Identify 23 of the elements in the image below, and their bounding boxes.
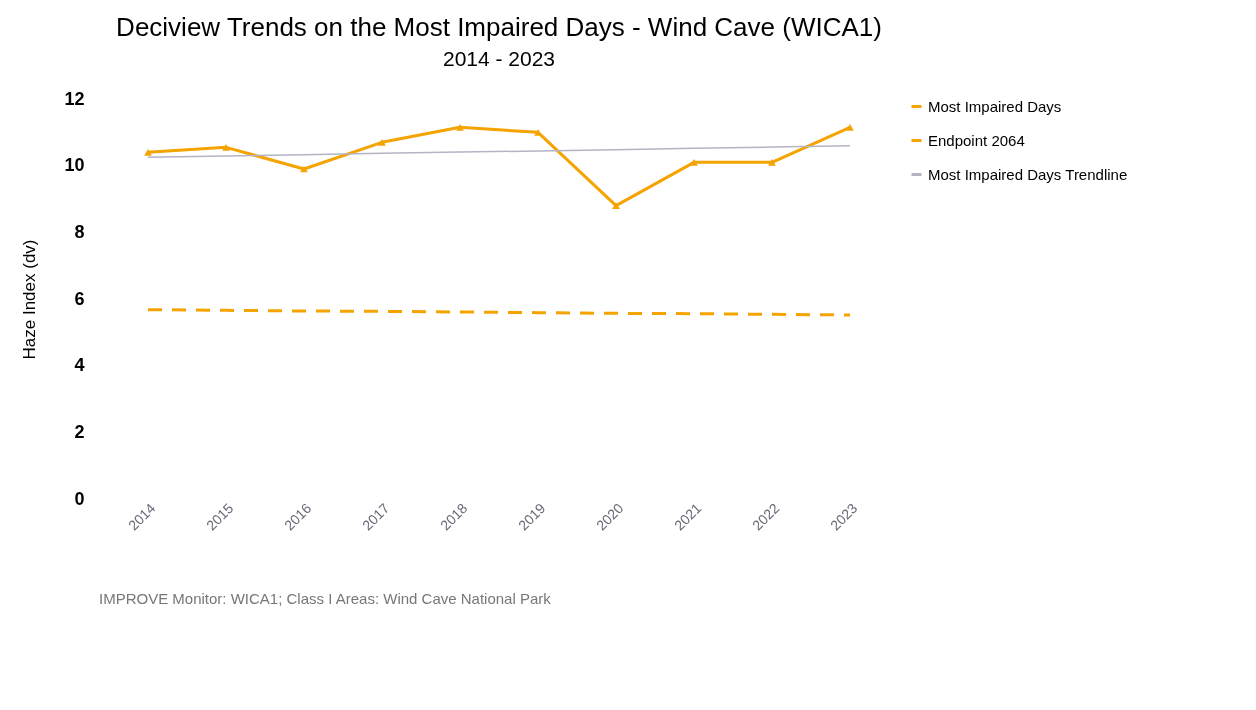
point bbox=[222, 143, 230, 151]
y-tick-label: 8 bbox=[74, 221, 85, 242]
y-tick-label: 2 bbox=[74, 421, 85, 442]
point bbox=[144, 148, 152, 156]
y-tick-label: 6 bbox=[74, 288, 85, 309]
y-tick-label: 4 bbox=[74, 355, 85, 376]
y-tick-label: 0 bbox=[74, 488, 85, 509]
point bbox=[690, 158, 698, 166]
legend-label: Most Impaired Days Trendline bbox=[928, 165, 1128, 183]
y-axis-title: Haze Index (dv) bbox=[20, 239, 40, 360]
point bbox=[768, 158, 776, 166]
legend-label: Endpoint 2064 bbox=[928, 131, 1025, 149]
chart-title: Deciview Trends on the Most Impaired Days - Wind Cave (WICA1) bbox=[116, 12, 882, 42]
y-tick-label: 12 bbox=[64, 88, 85, 109]
point bbox=[846, 123, 854, 131]
text: IMPROVE Monitor: WICA1; Class I Areas: Wind Cave National Park bbox=[99, 590, 552, 607]
y-tick-label: 10 bbox=[64, 155, 85, 176]
point bbox=[378, 138, 386, 146]
chart-subtitle: 2014 - 2023 bbox=[442, 47, 556, 70]
legend-label: Most Impaired Days bbox=[928, 97, 1062, 115]
point bbox=[534, 128, 542, 136]
point bbox=[456, 123, 464, 131]
point bbox=[612, 202, 620, 210]
